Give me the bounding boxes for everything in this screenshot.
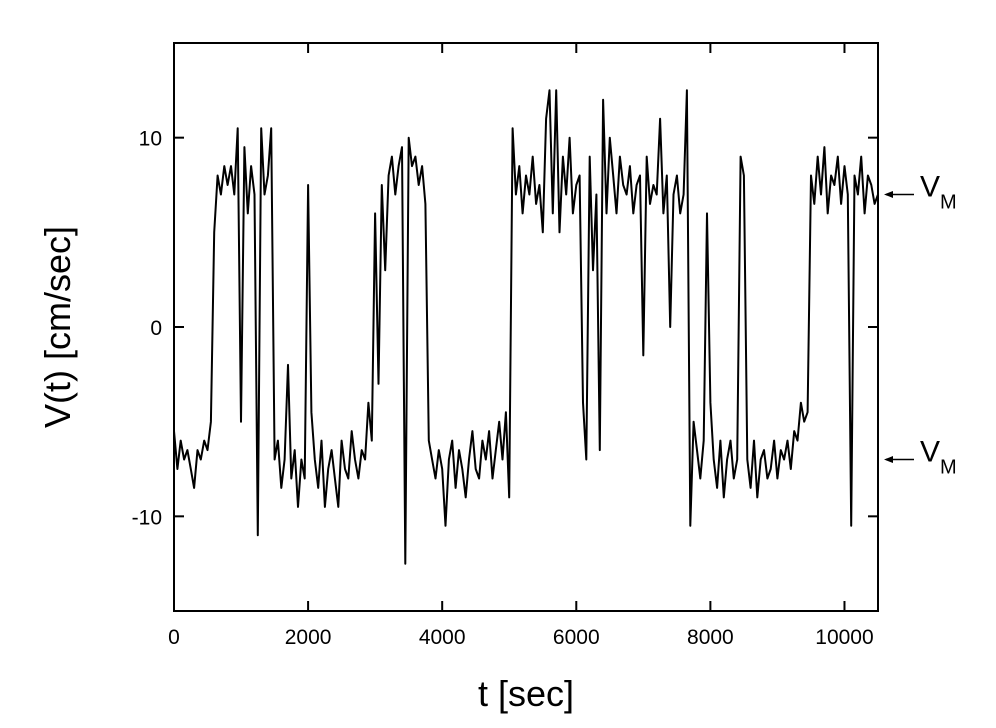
x-tick-label: 10000 — [815, 626, 873, 649]
x-tick-label: 8000 — [687, 626, 734, 649]
data-line — [173, 89, 879, 565]
x-tick-label: 4000 — [419, 626, 466, 649]
annotation-text: V — [920, 170, 940, 203]
y-tick-label: 10 — [139, 128, 162, 151]
annotation: VM — [920, 170, 957, 213]
annotation-arrowhead — [884, 456, 893, 464]
annotation-text: V — [920, 436, 940, 469]
annotation-subscript: M — [940, 191, 957, 213]
y-tick-label: 0 — [150, 317, 162, 340]
x-tick-label: 2000 — [285, 626, 332, 649]
x-tick-label: 0 — [168, 626, 180, 649]
x-tick-label: 6000 — [553, 626, 600, 649]
y-axis-label: V(t) [cm/sec] — [37, 226, 78, 428]
annotation-subscript: M — [940, 457, 957, 479]
y-tick-label: -10 — [132, 506, 162, 529]
plot-frame — [173, 42, 879, 612]
x-axis-label: t [sec] — [478, 673, 574, 714]
annotation-arrowhead — [884, 190, 893, 198]
annotation: VM — [920, 436, 957, 479]
